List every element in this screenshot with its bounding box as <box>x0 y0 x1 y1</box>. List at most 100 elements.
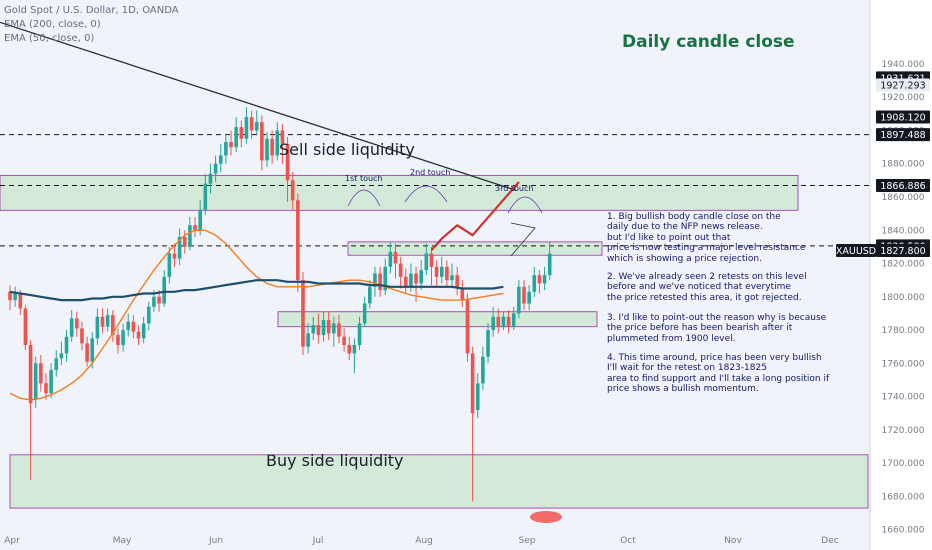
candle-body <box>44 383 48 394</box>
legend-symbol[interactable]: Gold Spot / U.S. Dollar, 1D, OANDA <box>4 5 179 16</box>
candle <box>517 280 521 319</box>
price-tag: 1927.293 <box>876 78 930 92</box>
x-tick-label: Jun <box>208 536 223 546</box>
candle-body <box>69 318 74 337</box>
candle-body <box>280 130 285 144</box>
candle-body <box>105 315 110 327</box>
candle-body <box>362 303 367 324</box>
candle-body <box>198 210 202 231</box>
x-tick-label: Oct <box>620 536 636 546</box>
candle <box>69 310 74 342</box>
candle <box>465 293 470 362</box>
candle-body <box>177 236 182 259</box>
candle <box>265 132 269 168</box>
candle-body <box>347 345 352 354</box>
candle-body <box>218 155 223 164</box>
candle <box>475 373 480 419</box>
candle <box>362 296 367 327</box>
price-tag-label: 1897.488 <box>880 130 925 141</box>
candle-body <box>157 296 161 304</box>
candle <box>126 313 131 337</box>
candle <box>275 122 280 161</box>
candle-body <box>8 291 12 301</box>
candle <box>249 110 254 139</box>
y-tick-label: 1660.000 <box>882 526 925 536</box>
trendline <box>0 21 517 191</box>
legend-ema50[interactable]: EMA (50, close, 0) <box>4 33 95 44</box>
candle-body <box>111 315 115 336</box>
candle <box>460 280 465 307</box>
candle <box>332 316 336 347</box>
candle <box>481 346 485 390</box>
candle-body <box>465 300 470 354</box>
candle-body <box>208 173 213 184</box>
candle <box>511 306 516 331</box>
candle <box>285 137 290 202</box>
candle-body <box>39 363 43 384</box>
candle-body <box>470 353 475 414</box>
touch-arc-3 <box>507 196 543 214</box>
candle-body <box>64 336 69 354</box>
price-tag: 1827.800 <box>876 244 930 258</box>
candle <box>121 323 125 352</box>
candle-body <box>80 328 84 344</box>
touch-2-label: 2nd touch <box>410 168 451 177</box>
candle <box>403 268 408 294</box>
candle <box>80 321 84 351</box>
touch-3-label: 3rd touch <box>495 184 534 193</box>
price-tag-label: 1908.120 <box>880 112 925 123</box>
candle-body <box>511 313 516 327</box>
candle <box>424 243 429 276</box>
candle <box>146 301 151 331</box>
touch-arc-1 <box>347 189 381 207</box>
x-tick-label: May <box>113 536 132 546</box>
candle-body <box>121 330 125 346</box>
candle-body <box>475 383 480 410</box>
candle-body <box>414 273 418 284</box>
candle-body <box>409 273 413 287</box>
candle <box>357 316 362 351</box>
legend-ema200[interactable]: EMA (200, close, 0) <box>4 19 101 30</box>
candle <box>59 341 64 365</box>
candle <box>337 315 341 344</box>
price-tag-bg <box>876 179 930 193</box>
y-tick-label: 1680.000 <box>882 492 925 502</box>
price-axis-background <box>870 0 932 550</box>
y-tick-label: 1840.000 <box>882 226 925 236</box>
candle <box>8 285 12 311</box>
candle-body <box>90 338 95 362</box>
candle <box>203 173 208 216</box>
touch-arc-2 <box>404 185 448 203</box>
candle-body <box>131 321 136 332</box>
candle <box>316 313 321 344</box>
candle <box>23 305 28 351</box>
candle-body <box>373 273 377 287</box>
price-tag: 1866.886 <box>876 179 930 193</box>
note-2: 2. We've already seen 2 retests on this … <box>607 272 807 303</box>
candle-body <box>419 270 423 284</box>
ema50-line <box>9 229 504 401</box>
candle-body <box>49 369 53 394</box>
candle <box>347 336 352 361</box>
candle-body <box>126 321 131 331</box>
candle-body <box>172 253 177 259</box>
candle <box>491 306 495 337</box>
candle-body <box>54 358 59 370</box>
candle <box>141 316 146 344</box>
candle <box>445 260 449 287</box>
zone-3 <box>277 311 598 328</box>
candle-body <box>332 323 336 334</box>
projection-path <box>430 181 520 251</box>
candle <box>64 330 69 362</box>
candle-body <box>383 266 388 291</box>
candle <box>44 373 48 400</box>
candle <box>172 243 177 267</box>
zone-0 <box>0 174 799 211</box>
candle-body <box>270 138 274 156</box>
candle-body <box>501 316 506 327</box>
candle <box>501 311 506 331</box>
candle-body <box>424 253 429 271</box>
note-4: 4. This time around, price has been very… <box>607 353 830 395</box>
